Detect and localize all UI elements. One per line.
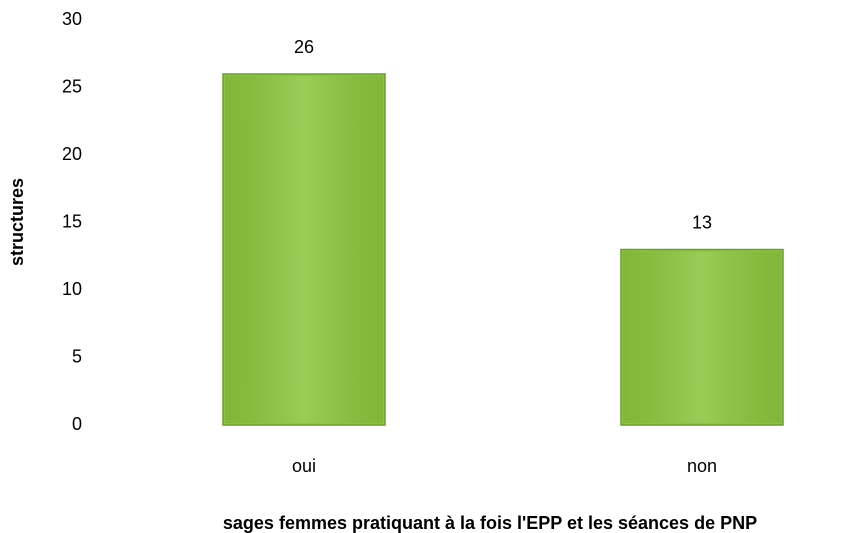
y-tick-label: 30 (62, 9, 82, 29)
data-label: 26 (294, 37, 314, 57)
bar-shine (623, 251, 781, 423)
y-tick-label: 5 (72, 346, 82, 366)
y-tick-label: 25 (62, 76, 82, 96)
y-tick-label: 10 (62, 279, 82, 299)
data-label: 13 (692, 212, 712, 232)
y-tick-label: 0 (72, 414, 82, 434)
x-tick-label: non (687, 456, 717, 476)
x-axis-title: sages femmes pratiquant à la fois l'EPP … (223, 513, 757, 533)
y-axis-title: structures (7, 178, 27, 266)
y-tick-label: 20 (62, 144, 82, 164)
bar-shine (225, 76, 383, 423)
y-tick-label: 15 (62, 211, 82, 231)
x-tick-label: oui (292, 456, 316, 476)
